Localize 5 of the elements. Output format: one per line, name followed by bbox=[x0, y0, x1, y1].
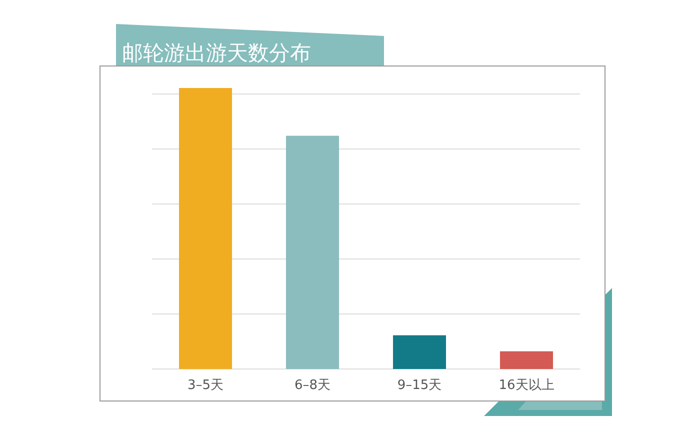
x-tick-label: 6–8天 bbox=[294, 378, 331, 393]
x-tick-label: 3–5天 bbox=[187, 378, 224, 393]
x-tick-label: 16天以上 bbox=[498, 378, 554, 393]
x-tick-label: 9–15天 bbox=[397, 378, 442, 393]
chart-title: 邮轮游出游天数分布 bbox=[122, 41, 311, 65]
